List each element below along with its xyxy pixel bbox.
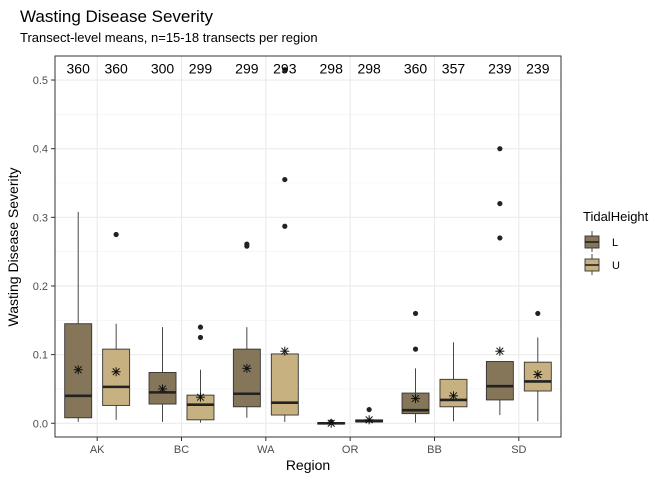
chart-title: Wasting Disease Severity	[20, 7, 214, 26]
count-label: 299	[189, 60, 213, 76]
boxplot-sd-u	[523, 310, 552, 422]
x-tick-label: OR	[342, 444, 359, 456]
mean-marker-stroke	[196, 393, 205, 401]
outlier-point	[412, 346, 419, 352]
box	[102, 348, 131, 406]
outlier-point	[497, 235, 503, 241]
mean-marker	[111, 367, 121, 377]
legend-label: L	[612, 237, 618, 249]
count-label: 239	[488, 60, 512, 76]
mean-marker	[495, 346, 505, 356]
mean-marker-stroke	[243, 364, 251, 373]
mean-marker-stroke	[281, 347, 289, 355]
count-label: 299	[235, 60, 259, 76]
box	[485, 361, 514, 401]
legend-entry-l: L	[584, 231, 618, 252]
boxplot-sd-l	[485, 146, 514, 416]
y-tick-label: 0.1	[33, 350, 48, 362]
mean-marker	[364, 415, 374, 425]
x-tick-label: WA	[257, 444, 275, 456]
mean-marker	[448, 391, 458, 401]
legend: TidalHeight LU	[583, 209, 649, 275]
count-label: 293	[273, 60, 297, 76]
count-label: 360	[67, 60, 91, 76]
outlier-point	[197, 334, 204, 341]
y-axis: 0.0 0.1 0.2 0.3 0.4 0.5	[33, 75, 55, 430]
box	[401, 392, 430, 415]
mean-marker-stroke	[365, 416, 373, 424]
mean-marker-stroke	[327, 419, 335, 427]
count-label: 300	[151, 60, 175, 76]
boxplot-bc-l	[148, 327, 177, 422]
outlier-point	[244, 241, 250, 247]
mean-marker-stroke	[158, 385, 167, 393]
mean-marker	[242, 363, 252, 373]
y-axis-title: Wasting Disease Severity	[5, 168, 21, 327]
outlier-point	[282, 67, 288, 73]
grid-major	[55, 56, 561, 437]
mean-marker	[533, 370, 543, 380]
count-labels: 360 360 300 299 299 293 298 298 360 357 239 239	[67, 60, 550, 76]
legend-label: U	[612, 260, 620, 272]
mean-marker	[195, 392, 205, 402]
boxplot-ak-l	[64, 211, 93, 422]
mean-marker-stroke	[534, 370, 542, 379]
boxplots	[64, 67, 552, 428]
y-tick-label: 0.5	[33, 75, 48, 87]
count-label: 360	[404, 60, 428, 76]
mean-marker	[411, 394, 421, 404]
boxplot-bb-u	[439, 342, 468, 422]
boxplot-or-u	[355, 406, 384, 425]
outlier-point	[412, 310, 419, 317]
box	[232, 348, 261, 408]
legend-entry-u: U	[584, 254, 620, 275]
outlier-point	[366, 406, 372, 413]
outlier-point	[197, 324, 204, 330]
count-label: 357	[442, 60, 466, 76]
box	[439, 378, 468, 408]
outlier-point	[282, 223, 288, 229]
y-tick-label: 0.2	[33, 281, 48, 293]
legend-title: TidalHeight	[583, 209, 649, 224]
mean-marker	[280, 346, 290, 356]
x-axis: AK BC WA OR BB SD	[90, 437, 527, 456]
boxplot-wa-u	[270, 67, 299, 422]
boxplot-bb-l	[401, 310, 430, 423]
outlier-point	[282, 176, 288, 183]
x-tick-label: SD	[511, 444, 526, 456]
chart-subtitle: Transect-level means, n=15-18 transects …	[20, 30, 318, 45]
mean-marker	[158, 384, 168, 394]
grid-minor	[55, 114, 561, 390]
mean-marker-stroke	[449, 392, 458, 400]
mean-marker-stroke	[74, 365, 82, 374]
mean-marker	[73, 365, 83, 375]
boxplot-ak-u	[102, 231, 131, 420]
mean-marker-stroke	[112, 368, 120, 376]
mean-marker-stroke	[496, 347, 504, 355]
y-tick-label: 0.3	[33, 212, 48, 224]
outlier-point	[535, 310, 541, 317]
x-tick-label: BC	[174, 444, 189, 456]
y-tick-label: 0.4	[33, 144, 48, 156]
outlier-point	[497, 200, 503, 207]
mean-marker	[326, 418, 336, 428]
outlier-point	[497, 146, 503, 152]
box	[270, 353, 299, 416]
count-label: 239	[526, 60, 550, 76]
x-axis-title: Region	[286, 457, 330, 473]
boxplot-or-l	[317, 418, 346, 428]
boxplot-wa-l	[232, 241, 261, 418]
count-label: 360	[104, 60, 128, 76]
y-tick-label: 0.0	[33, 418, 48, 430]
mean-marker-stroke	[411, 394, 420, 403]
x-tick-label: AK	[90, 444, 105, 456]
boxplot-bc-u	[186, 324, 215, 423]
plot-border	[54, 55, 562, 438]
count-label: 298	[320, 60, 344, 76]
plot-panel	[55, 56, 561, 437]
x-tick-label: BB	[427, 444, 442, 456]
count-label: 298	[357, 60, 381, 76]
outlier-point	[113, 231, 119, 238]
